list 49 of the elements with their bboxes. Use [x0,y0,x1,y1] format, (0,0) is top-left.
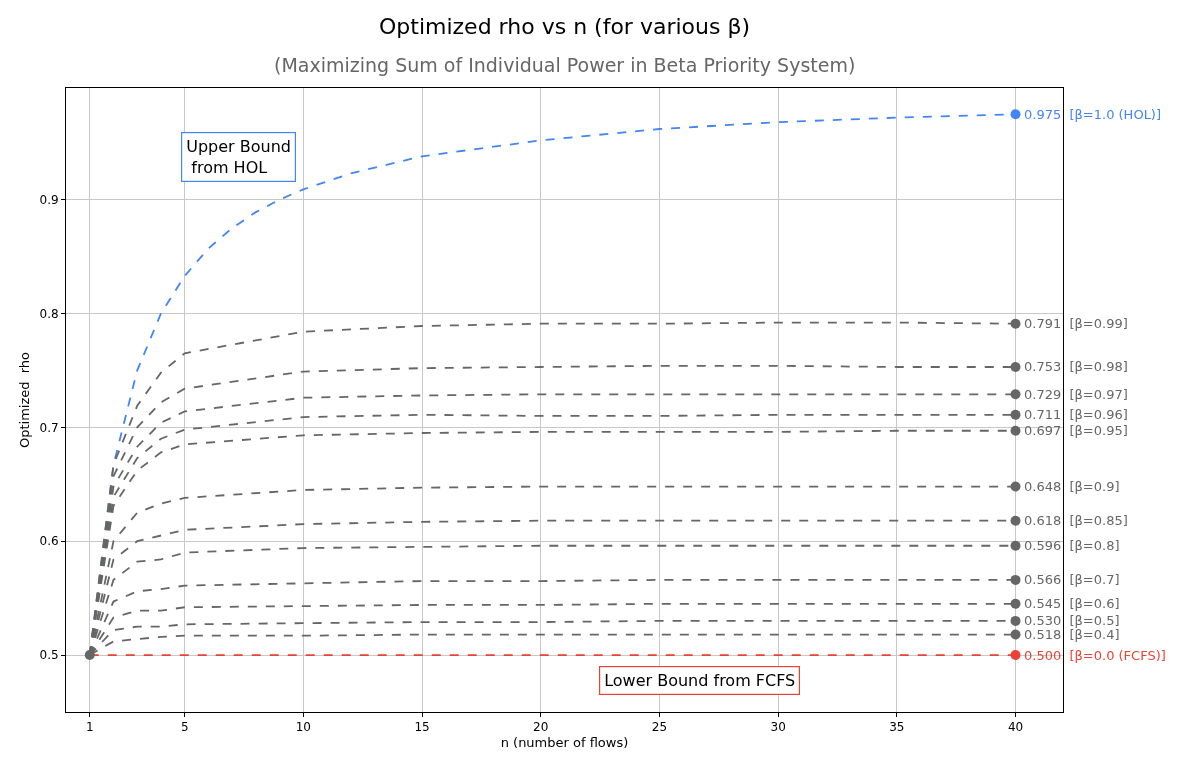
y-tick-label: 0.7 [39,420,59,435]
x-tick-label: 15 [414,720,430,735]
text: 0.791 [β=0.99] [1024,316,1128,331]
point [84,650,95,661]
point [1010,361,1021,372]
text: 0.500 [β=0.0 (FCFS)] [1024,648,1166,663]
point [1010,109,1021,120]
x-tick-label: 35 [889,720,905,735]
text: 0.596 [β=0.8] [1024,538,1120,553]
point [1010,481,1021,492]
annotation: Upper Bound from HOL [186,137,291,177]
x-tick-label: 1 [85,720,94,735]
annotation: Lower Bound from FCFS [604,671,796,691]
text: 0.729 [β=0.97] [1024,387,1128,402]
y-tick-label: 0.9 [39,192,59,207]
x-tick-label: 25 [651,720,668,735]
x-tick-label: 30 [770,720,786,735]
x-tick-label: 10 [295,720,312,735]
point [1010,650,1021,661]
x-tick-label: 5 [180,720,189,735]
point [1010,540,1021,551]
text: 0.753 [β=0.98] [1024,359,1128,374]
y-tick-label: 0.6 [39,534,59,549]
point [1010,409,1021,420]
text: 0.518 [β=0.4] [1024,627,1120,642]
x-tick-label: 40 [1007,720,1024,735]
text: 0.697 [β=0.95] [1024,423,1128,438]
text: 0.975 [β=1.0 (HOL)] [1024,107,1162,122]
point [1010,318,1021,329]
point [1010,515,1021,526]
point [1010,615,1021,626]
point [1010,389,1021,400]
text: 0.530 [β=0.5] [1024,613,1120,628]
text: 0.566 [β=0.7] [1024,572,1120,587]
y-tick-label: 0.8 [39,306,59,321]
y-tick-label: 0.5 [39,648,59,663]
point [1010,598,1021,609]
point [1010,425,1021,436]
chart-subtitle: (Maximizing Sum of Individual Power in Beta Priority System) [274,54,856,76]
text: 0.618 [β=0.85] [1024,513,1128,528]
text: 0.648 [β=0.9] [1024,479,1120,494]
point [1010,574,1021,585]
point [1010,629,1021,640]
text: 0.711 [β=0.96] [1024,407,1128,422]
text: 0.545 [β=0.6] [1024,596,1120,611]
y-axis-title: Optimized rho [17,351,33,449]
chart-title: Optimized rho vs n (for various β) [379,14,751,39]
x-axis-title: n (number of flows) [500,735,629,750]
x-tick-label: 20 [533,720,549,735]
